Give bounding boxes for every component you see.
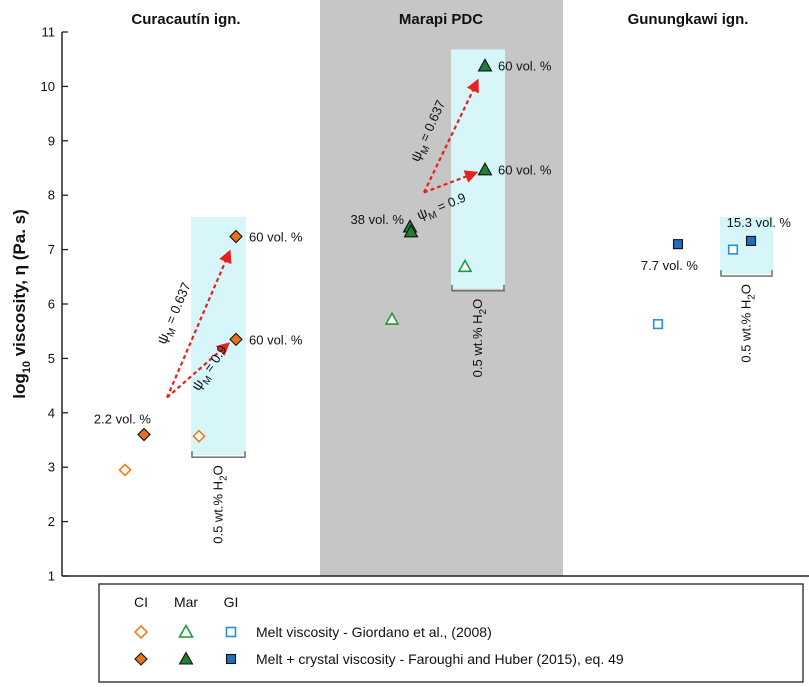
y-axis-label: log10 viscosity, η (Pa. s): [10, 209, 33, 399]
legend-marker-square: [225, 653, 237, 665]
water-label: 0.5 wt.% H2O: [470, 299, 489, 378]
water-bracket: [191, 451, 246, 458]
data-point-diamond: [118, 463, 132, 477]
legend-box: [98, 583, 804, 683]
data-point-square: [727, 244, 739, 255]
data-point-diamond: [137, 427, 151, 442]
data-point-square: [672, 239, 684, 250]
legend-label: Melt viscosity - Giordano et al., (2008): [256, 624, 492, 640]
water-bracket: [720, 270, 773, 277]
legend-marker-diamond: [134, 652, 148, 666]
data-point-triangle: [457, 258, 473, 273]
water-label: 0.5 wt.% H2O: [739, 284, 758, 363]
data-point-triangle: [403, 224, 419, 238]
legend-marker-triangle: [178, 651, 194, 665]
group-header-marapi: Marapi PDC: [399, 11, 483, 28]
legend-label: Melt + crystal viscosity - Faroughi and …: [256, 651, 624, 667]
value-label: 7.7 vol. %: [641, 258, 699, 273]
psi-label-0637-curacautin: ψM = 0.637: [153, 280, 197, 348]
group-header-curacautin: Curacautín ign.: [131, 11, 240, 28]
value-label: 15.3 vol. %: [727, 215, 792, 230]
value-label: 2.2 vol. %: [94, 412, 152, 427]
legend-marker-triangle: [178, 623, 194, 638]
y-tick-label: 9: [48, 133, 55, 148]
y-tick-label: 11: [42, 25, 56, 40]
value-label: 60 vol. %: [498, 163, 552, 178]
y-tick-label: 4: [48, 405, 55, 420]
y-tick-label: 8: [48, 188, 55, 203]
arrow-psi-0637-curacautin: [165, 249, 232, 399]
y-tick-label: 1: [48, 569, 55, 584]
group-header-gunungkawi: Gunungkawi ign.: [628, 11, 749, 28]
data-point-diamond: [192, 429, 206, 443]
legend-marker-square: [225, 626, 237, 638]
value-label: 60 vol. %: [249, 332, 303, 347]
data-point-square: [652, 319, 664, 330]
y-tick-label: 3: [48, 460, 55, 475]
data-point-square: [745, 235, 757, 246]
value-label: 60 vol. %: [498, 59, 552, 74]
legend-marker-diamond: [133, 624, 149, 640]
y-tick-label: 2: [48, 514, 55, 529]
marapi-shaded-band: [320, 0, 563, 576]
water-box-1: [451, 49, 505, 289]
water-bracket: [451, 284, 505, 292]
data-point-triangle: [384, 311, 400, 325]
value-label: 60 vol. %: [249, 230, 303, 245]
legend-group-header: GI: [224, 594, 239, 610]
legend-group-header: Mar: [174, 594, 198, 610]
y-tick-label: 10: [41, 79, 55, 94]
y-tick-label: 7: [48, 242, 55, 257]
arrow-psi-09-marapi: [423, 170, 479, 194]
data-point-diamond: [229, 332, 243, 347]
data-point-diamond: [229, 229, 243, 244]
data-point-triangle: [477, 58, 493, 72]
y-tick-label: 6: [48, 297, 55, 312]
water-label: 0.5 wt.% H2O: [211, 465, 230, 544]
legend-group-header: CI: [134, 594, 148, 610]
value-label: 38 vol. %: [351, 212, 405, 227]
data-point-triangle: [477, 161, 493, 176]
y-tick-label: 5: [48, 351, 55, 366]
